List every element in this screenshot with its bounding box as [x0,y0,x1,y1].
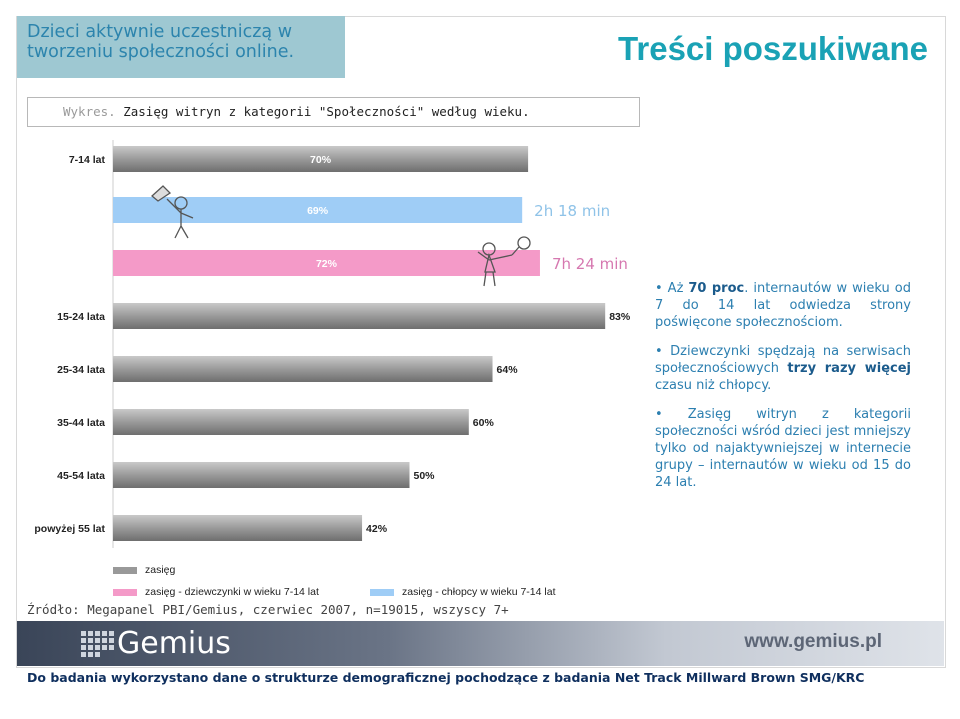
legend-swatch [113,588,137,596]
bar-3 [113,250,540,276]
category-label: 25-34 lata [57,364,105,376]
data-label: 50% [414,470,436,482]
bullet-item: • Aż 70 proc. internautów w wieku od 7 d… [655,281,911,330]
page-title: Treści poszukiwane [618,30,928,67]
chart-caption: Wykres. Zasięg witryn z kategorii "Społe… [27,97,640,127]
time-annotation: 7h 24 min [552,255,628,273]
bullet-emphasis: trzy razy więcej [787,361,911,376]
bullet-text: Dziewczynki spędzają na serwisach społec… [655,344,911,376]
legend-item-boys: zasięg - chłopcy w wieku 7-14 lat [370,586,556,598]
girl-figure-icon [477,236,531,287]
bar-4 [113,303,606,329]
bullet-list: • Aż 70 proc. internautów w wieku od 7 d… [655,280,911,503]
chart-caption-label: Wykres. [63,104,116,119]
bar-5 [113,356,493,382]
bar-8 [113,515,363,541]
legend-item-girls: zasięg - dziewczynki w wieku 7-14 lat [113,586,319,598]
legend-label: zasięg - chłopcy w wieku 7-14 lat [402,586,556,598]
bar-7 [113,462,410,488]
data-label: 83% [609,311,631,323]
data-label: 64% [497,364,519,376]
data-label: 72% [316,258,338,270]
bullet-text: Aż [667,281,689,296]
brand-band: Gemius www.gemius.pl [17,621,944,666]
bullet-text: . internautów w wieku od 7 do 14 lat odw… [655,281,911,330]
legend-label: zasięg [145,564,176,576]
bar-6 [113,409,469,435]
footer-note: Do badania wykorzystano dane o strukturz… [27,670,865,685]
category-label: 7-14 lat [69,154,106,166]
bullet-emphasis: 70 proc [688,281,745,296]
category-label: 45-54 lata [57,470,105,482]
source-note: Źródło: Megapanel PBI/Gemius, czerwiec 2… [27,602,509,617]
chart-caption-text: Zasięg witryn z kategorii "Społeczności"… [123,104,530,119]
gemius-logo-text: Gemius [117,626,231,661]
header-left-text: Dzieci aktywnie uczestniczą w tworzeniu … [27,22,295,62]
category-label: 35-44 lata [57,417,105,429]
bar-1 [113,146,529,172]
header-box: Dzieci aktywnie uczestniczą w tworzeniu … [17,16,345,78]
data-label: 42% [366,523,388,535]
category-label: 15-24 lata [57,311,105,323]
category-label: powyżej 55 lat [34,523,105,535]
legend-swatch [370,588,394,596]
legend-label: zasięg - dziewczynki w wieku 7-14 lat [145,586,319,598]
legend-swatch [113,566,137,574]
brand-url[interactable]: www.gemius.pl [744,631,882,652]
gemius-logo-icon [81,631,114,657]
bullet-text: Zasięg witryn z kategorii społeczności w… [655,407,911,490]
data-label: 60% [473,417,495,429]
bullet-item: • Zasięg witryn z kategorii społeczności… [655,407,911,490]
data-label: 69% [307,205,329,217]
bullet-text: czasu niż chłopcy. [655,378,772,393]
time-annotation: 2h 18 min [534,202,610,220]
bullet-item: • Dziewczynki spędzają na serwisach społ… [655,344,911,393]
legend-item-zasieg: zasięg [113,564,175,576]
boy-figure-icon [151,185,194,239]
data-label: 70% [310,154,332,166]
